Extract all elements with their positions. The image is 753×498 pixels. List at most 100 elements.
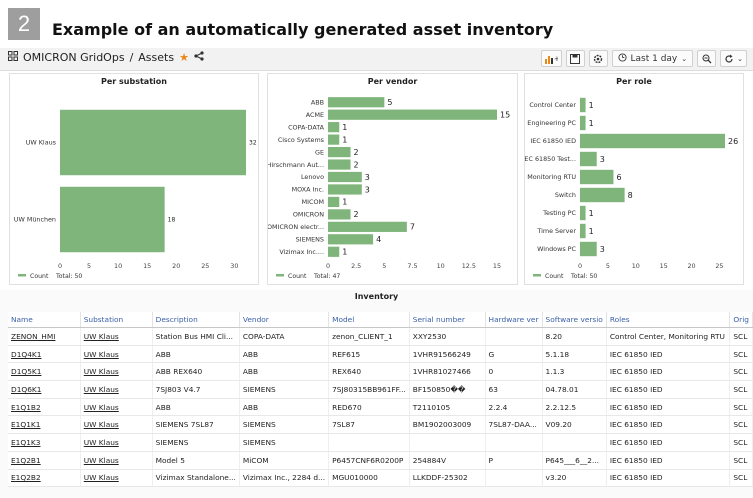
bar[interactable] xyxy=(580,223,586,239)
table-cell[interactable]: UW Klaus xyxy=(80,451,153,470)
table-cell xyxy=(409,433,486,452)
table-cell[interactable]: UW Klaus xyxy=(80,345,153,364)
bar[interactable] xyxy=(328,171,362,183)
bar[interactable] xyxy=(60,109,246,176)
tick-label: 15 xyxy=(493,262,501,270)
bar[interactable] xyxy=(328,159,351,170)
table-cell: MiCOM xyxy=(239,451,330,470)
category-label: OMICRON electr... xyxy=(268,223,324,231)
column-header[interactable]: Vendor xyxy=(239,312,330,328)
tick-label: 2.5 xyxy=(351,262,361,270)
table-cell[interactable]: UW Klaus xyxy=(80,433,153,452)
bar[interactable] xyxy=(328,109,497,120)
bar[interactable] xyxy=(328,146,351,158)
table-cell: 7SL87 xyxy=(328,415,410,435)
bar[interactable] xyxy=(328,97,385,108)
bar[interactable] xyxy=(580,97,586,113)
table-cell[interactable]: E1Q1B2 xyxy=(8,398,81,417)
table-row[interactable]: E1Q2B1 UW Klaus Model 5 MiCOM P6457CNF6R0200… xyxy=(8,451,753,470)
table-row[interactable]: E1Q1B2 UW Klaus ABB ABB RED670 T2110105 2.2.4 2… xyxy=(8,398,753,417)
bar[interactable] xyxy=(580,205,586,221)
value-label: 2 xyxy=(354,148,359,157)
breadcrumb-root[interactable]: OMICRON GridOps xyxy=(23,51,125,64)
column-header[interactable]: Serial number xyxy=(409,312,486,328)
refresh-icon[interactable]: ⌄ xyxy=(720,50,747,67)
category-label: Hirschmann Aut... xyxy=(268,161,324,169)
bar[interactable] xyxy=(328,209,351,220)
table-cell[interactable]: UW Klaus xyxy=(80,398,153,417)
bar[interactable] xyxy=(580,187,625,203)
column-header[interactable]: Roles xyxy=(606,312,731,328)
table-cell: v3.20 xyxy=(542,469,607,488)
table-row[interactable]: D1Q6K1 UW Klaus 7SJ803 V4.7 SIEMENS 7SJ80315… xyxy=(8,380,753,399)
bar[interactable] xyxy=(328,134,340,145)
table-cell[interactable]: UW Klaus xyxy=(80,327,153,346)
value-label: 1 xyxy=(589,119,594,128)
time-range-picker[interactable]: Last 1 day ⌄ xyxy=(611,50,694,67)
table-cell: XXY2530 xyxy=(409,327,486,346)
zoom-out-icon[interactable] xyxy=(697,50,717,67)
table-cell: P645___6__2... xyxy=(542,451,607,470)
bar[interactable] xyxy=(328,246,340,257)
inventory-title: Inventory xyxy=(354,292,399,301)
table-cell: IEC 61850 IED xyxy=(606,469,731,488)
table-cell[interactable]: ZENON_HMI xyxy=(8,327,81,346)
table-cell: BM1902003009 xyxy=(409,415,486,435)
table-cell[interactable]: D1Q6K1 xyxy=(8,380,81,399)
table-cell[interactable]: E1Q1K1 xyxy=(8,415,81,435)
share-icon[interactable] xyxy=(194,51,204,64)
bar[interactable] xyxy=(328,184,362,195)
table-row[interactable]: E1Q1K3 UW Klaus SIEMENS SIEMENS IEC 61850 IE… xyxy=(8,433,753,452)
column-header[interactable]: Name xyxy=(8,312,81,328)
table-cell[interactable]: D1Q5K1 xyxy=(8,362,81,382)
chart-title: Per role xyxy=(616,77,652,86)
star-icon[interactable]: ★ xyxy=(179,51,189,64)
bar[interactable] xyxy=(580,115,586,131)
breadcrumb-page[interactable]: Assets xyxy=(138,51,175,64)
bar[interactable] xyxy=(580,169,614,185)
table-cell: SIEMENS xyxy=(239,415,330,435)
table-cell[interactable]: UW Klaus xyxy=(80,362,153,382)
table-cell: SCL xyxy=(729,451,753,470)
column-header[interactable]: Model xyxy=(328,312,410,328)
table-cell[interactable]: E1Q2B1 xyxy=(8,451,81,470)
table-row[interactable]: ZENON_HMI UW Klaus Station Bus HMI Cli... C… xyxy=(8,327,753,346)
gear-icon[interactable] xyxy=(588,50,608,67)
bar[interactable] xyxy=(580,133,725,149)
category-label: ABB xyxy=(311,98,324,106)
bar[interactable] xyxy=(580,151,597,167)
chart-substation: UW Klaus 32 UW München 18 0 5 10 15 20 25 30 Count T… xyxy=(14,109,257,280)
column-header[interactable]: Substation xyxy=(80,312,153,328)
table-row[interactable]: D1Q4K1 UW Klaus ABB ABB REF615 1VHR91566249 G 5… xyxy=(8,345,753,364)
column-header[interactable]: Description xyxy=(152,312,240,328)
table-cell xyxy=(485,327,543,346)
tick-label: 10 xyxy=(114,262,122,270)
table-cell[interactable]: UW Klaus xyxy=(80,380,153,399)
table-cell: RED670 xyxy=(328,398,410,417)
bar[interactable] xyxy=(580,241,597,257)
value-label: 18 xyxy=(168,217,176,224)
table-cell: 2.2.4 xyxy=(485,398,543,417)
table-cell[interactable]: UW Klaus xyxy=(80,469,153,488)
value-label: 5 xyxy=(387,98,392,107)
bar[interactable] xyxy=(328,221,407,232)
save-icon[interactable] xyxy=(565,50,585,67)
bar[interactable] xyxy=(328,234,374,245)
bar[interactable] xyxy=(60,186,165,253)
column-header[interactable]: Hardware ver xyxy=(485,312,543,328)
add-panel-icon[interactable]: + xyxy=(540,50,562,67)
bar[interactable] xyxy=(328,196,340,208)
table-cell: SCL xyxy=(729,380,753,399)
value-label: 1 xyxy=(342,123,347,132)
column-header[interactable]: Orig xyxy=(729,312,753,328)
table-cell[interactable]: E1Q2B2 xyxy=(8,469,81,488)
column-header[interactable]: Software versio xyxy=(542,312,607,328)
bar[interactable] xyxy=(328,122,340,133)
table-cell[interactable]: D1Q4K1 xyxy=(8,345,81,364)
table-cell[interactable]: E1Q1K3 xyxy=(8,433,81,452)
table-row[interactable]: E1Q1K1 UW Klaus SIEMENS 7SL87 SIEMENS 7SL87 B… xyxy=(8,415,753,435)
table-cell[interactable]: UW Klaus xyxy=(80,415,153,435)
grid-icon[interactable] xyxy=(8,51,18,64)
table-row[interactable]: E1Q2B2 UW Klaus Vizimax Standalone... Vizim… xyxy=(8,469,753,488)
table-row[interactable]: D1Q5K1 UW Klaus ABB REX640 ABB REX640 1VHR810… xyxy=(8,362,753,382)
